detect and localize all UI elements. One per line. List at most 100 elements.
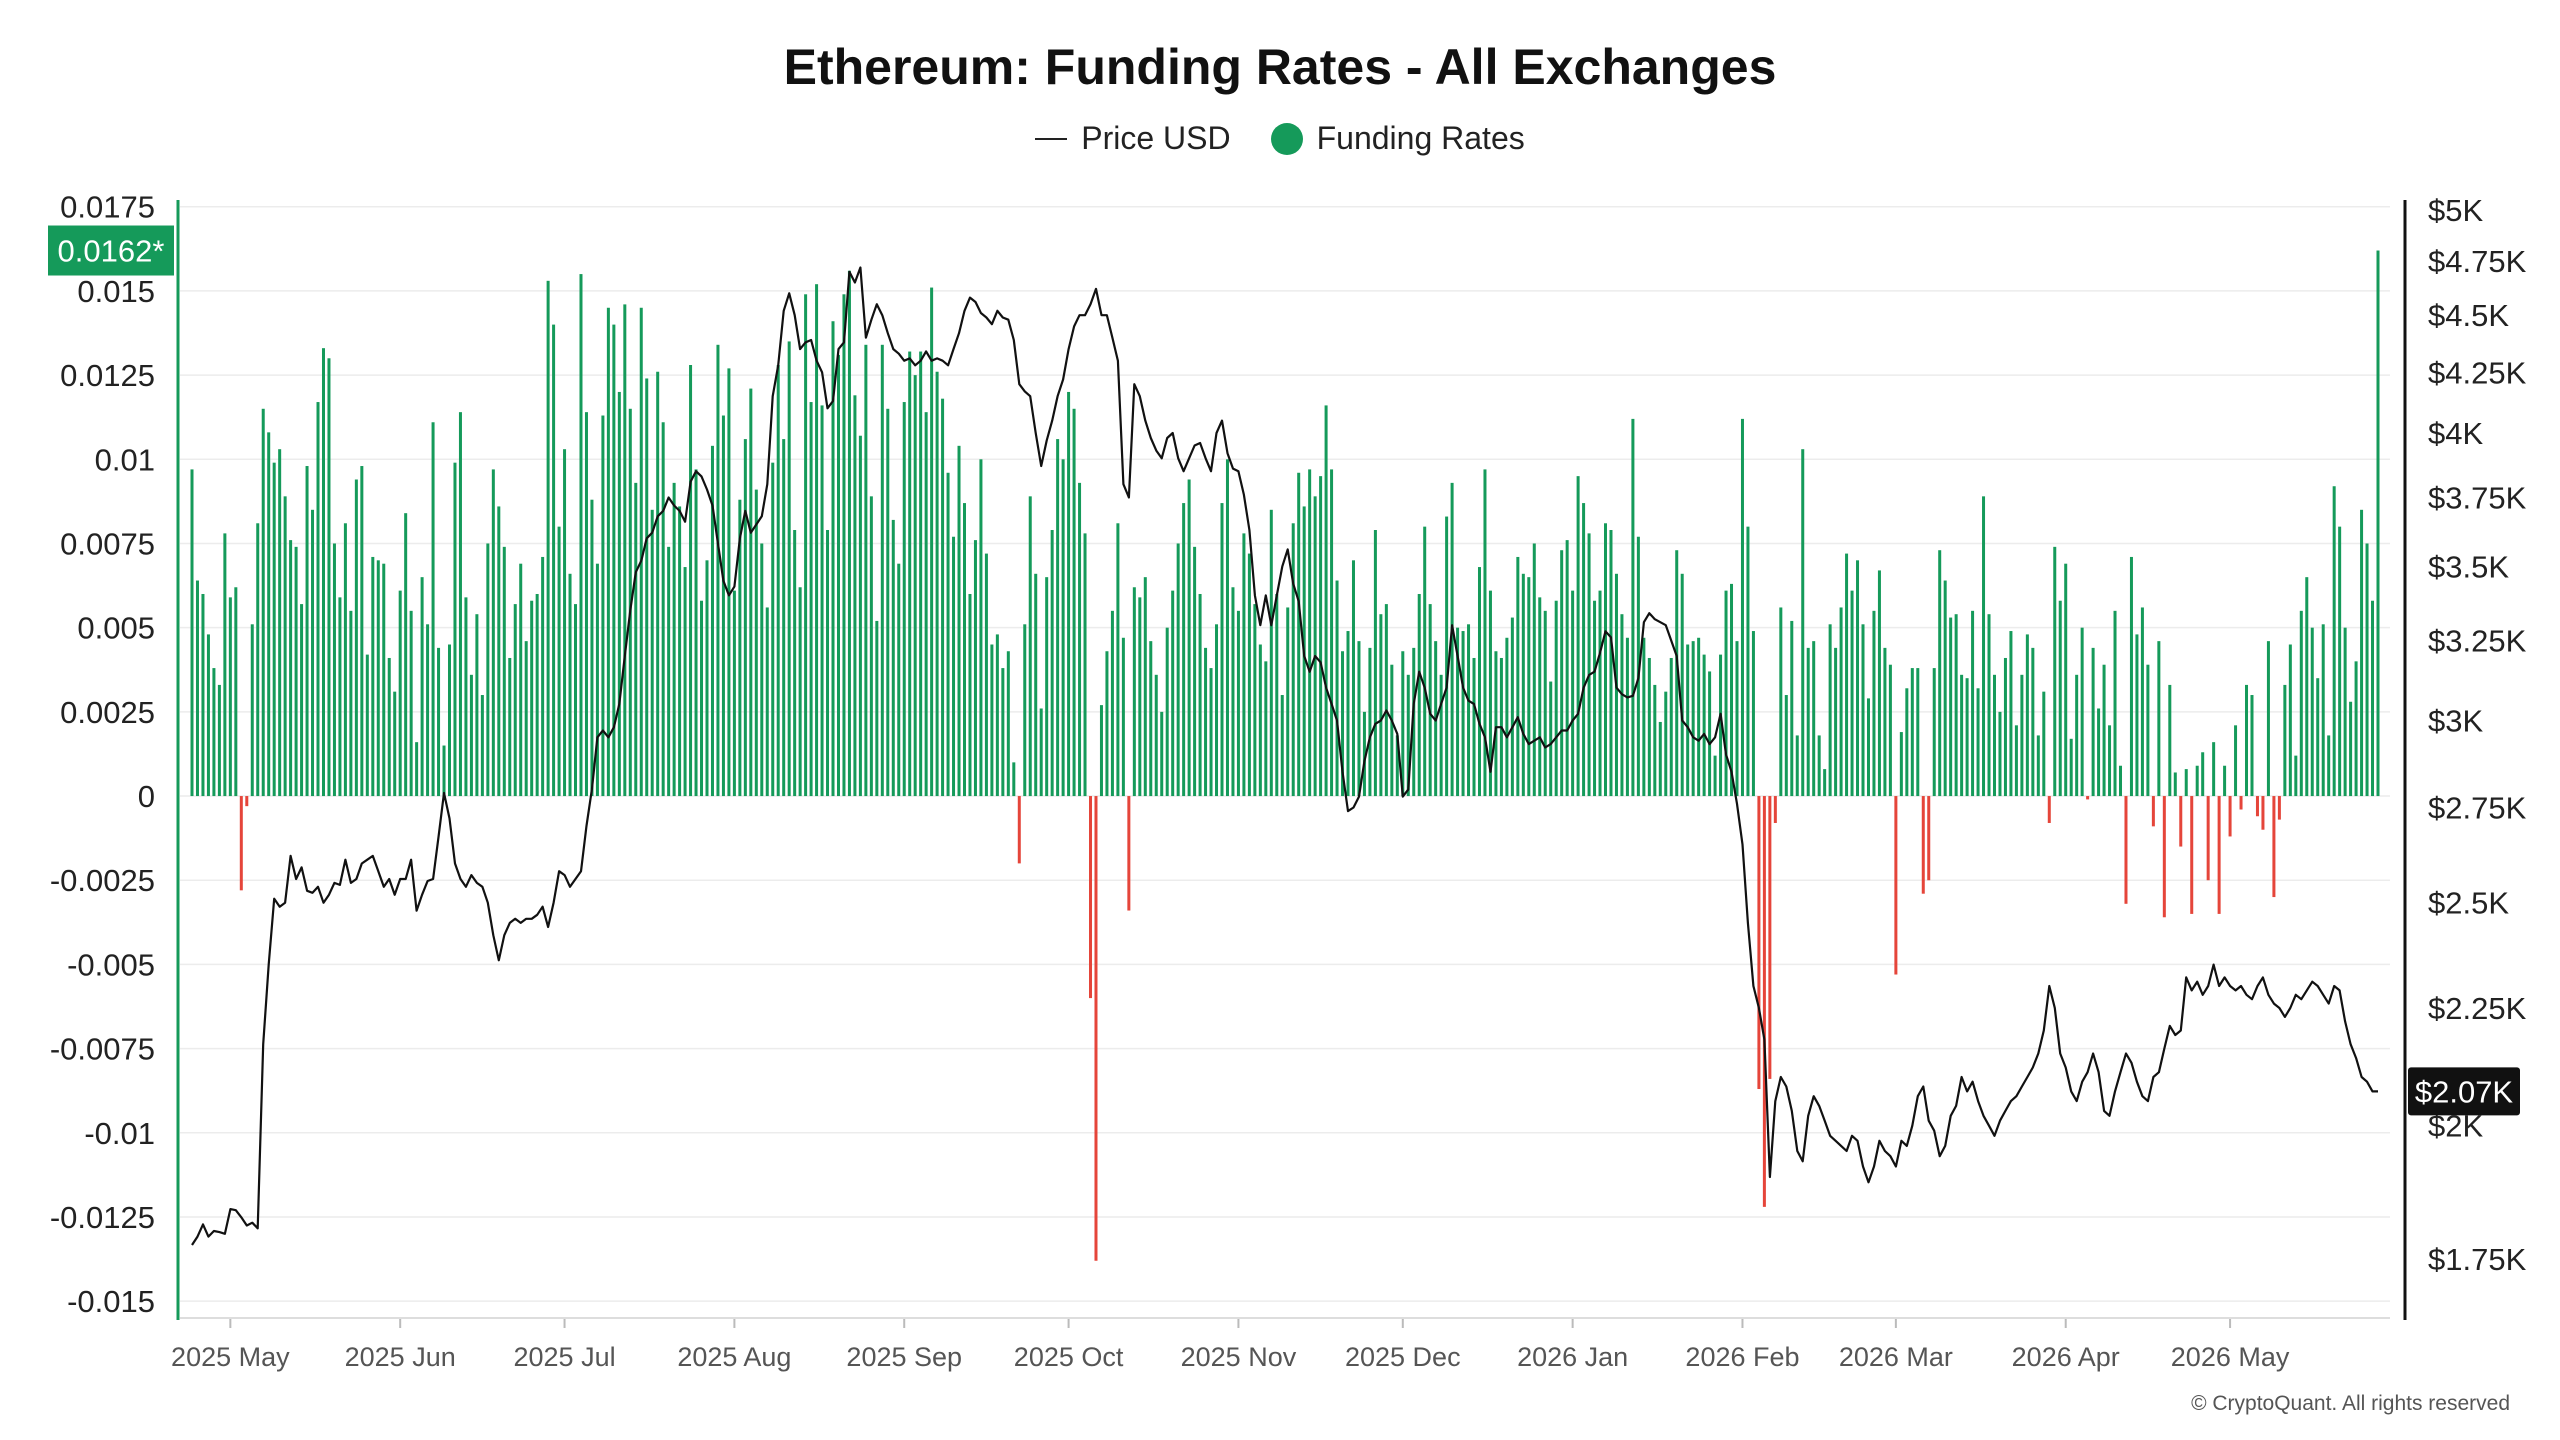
funding-bar	[1779, 607, 1783, 797]
funding-bar	[2349, 701, 2353, 797]
funding-bar	[782, 439, 786, 797]
funding-bar	[1943, 580, 1947, 797]
funding-bar	[1784, 695, 1788, 797]
funding-bar	[590, 499, 594, 797]
funding-bar	[464, 597, 468, 797]
funding-bar	[1220, 503, 1224, 797]
funding-bar	[1143, 577, 1147, 797]
funding-bar	[524, 641, 528, 797]
funding-bar	[1910, 668, 1914, 797]
funding-bar	[1006, 651, 1010, 797]
funding-bar	[409, 610, 413, 797]
funding-bar	[809, 402, 813, 797]
funding-bar	[1899, 732, 1903, 797]
legend-item-price[interactable]: Price USD	[1035, 120, 1231, 157]
funding-bar	[1017, 796, 1021, 864]
funding-bar	[217, 684, 221, 797]
funding-bar	[2053, 546, 2057, 797]
funding-bar	[2129, 556, 2133, 797]
funding-bar	[2036, 735, 2040, 797]
funding-bar	[1620, 614, 1624, 797]
funding-bar	[2108, 725, 2112, 797]
funding-bar	[2316, 678, 2320, 797]
funding-bar	[804, 294, 808, 797]
funding-bar	[1384, 604, 1388, 797]
funding-bar	[1269, 509, 1273, 797]
funding-bar	[1636, 536, 1640, 797]
right-tick-label: $3.75K	[2428, 480, 2527, 515]
funding-bar	[574, 604, 578, 797]
funding-bar	[2332, 486, 2336, 797]
funding-bar	[683, 567, 687, 797]
funding-bar	[1609, 530, 1613, 797]
funding-bar	[283, 496, 287, 797]
funding-bar	[1231, 587, 1235, 797]
funding-bar	[1604, 523, 1608, 797]
funding-bar	[1697, 637, 1701, 797]
funding-bar	[743, 439, 747, 797]
funding-bar	[2086, 796, 2090, 800]
funding-bar	[584, 412, 588, 797]
funding-bar	[2277, 796, 2281, 820]
funding-bar	[1099, 705, 1103, 797]
funding-bar	[1992, 674, 1996, 797]
funding-bar	[1593, 600, 1597, 797]
funding-bar	[2080, 627, 2084, 797]
left-tick-label: 0	[138, 779, 155, 814]
legend-item-funding[interactable]: Funding Rates	[1270, 120, 1525, 157]
x-tick-label: 2025 Sep	[846, 1342, 962, 1372]
current-funding-tag	[48, 225, 174, 276]
funding-bar	[612, 324, 616, 797]
left-tick-label: -0.015	[67, 1284, 155, 1319]
x-tick-label: 2026 Feb	[1685, 1342, 1799, 1372]
funding-bar	[1028, 496, 1032, 797]
funding-bar	[1258, 644, 1262, 797]
funding-bar	[1461, 631, 1465, 797]
funding-bar	[2288, 644, 2292, 797]
funding-bar	[1346, 631, 1350, 797]
funding-bar	[1395, 735, 1399, 797]
x-tick-label: 2025 Nov	[1181, 1342, 1297, 1372]
funding-bar	[1472, 657, 1476, 797]
funding-bar	[1702, 654, 1706, 797]
funding-bar	[645, 378, 649, 797]
funding-bar	[431, 422, 435, 797]
x-tick-label: 2025 Aug	[677, 1342, 791, 1372]
funding-bar	[568, 573, 572, 797]
funding-bar	[332, 543, 336, 797]
funding-bar	[442, 745, 446, 797]
funding-bar	[864, 344, 868, 797]
funding-bar	[1631, 418, 1635, 797]
legend-label-funding: Funding Rates	[1316, 120, 1525, 156]
funding-bar	[2206, 796, 2210, 881]
funding-bar	[1598, 590, 1602, 797]
funding-bar	[732, 590, 736, 797]
funding-bar	[1521, 573, 1525, 797]
funding-bar	[689, 365, 693, 797]
funding-bar	[880, 344, 884, 797]
funding-bar	[2305, 577, 2309, 797]
right-tick-label: $3.5K	[2428, 549, 2509, 584]
funding-bar	[349, 610, 353, 797]
funding-bar	[847, 270, 851, 797]
funding-bar	[2069, 738, 2073, 797]
funding-bar	[491, 469, 495, 797]
funding-bar	[1932, 668, 1936, 797]
funding-bar	[1198, 593, 1202, 797]
funding-bar	[360, 466, 364, 797]
funding-bar	[1401, 651, 1405, 797]
grid-layer	[180, 205, 2390, 1302]
funding-bar	[1494, 651, 1498, 797]
funding-bar	[990, 644, 994, 797]
legend-label-price: Price USD	[1081, 120, 1231, 156]
funding-bar	[973, 540, 977, 797]
funding-bar	[672, 482, 676, 797]
funding-bar	[946, 472, 950, 797]
x-tick-label: 2026 Mar	[1839, 1342, 1953, 1372]
funding-bar	[941, 398, 945, 797]
right-tick-label: $4.75K	[2428, 244, 2527, 279]
funding-bar	[1001, 668, 1005, 797]
funding-bar	[393, 691, 397, 797]
funding-bar	[908, 351, 912, 797]
funding-bar	[338, 597, 342, 797]
